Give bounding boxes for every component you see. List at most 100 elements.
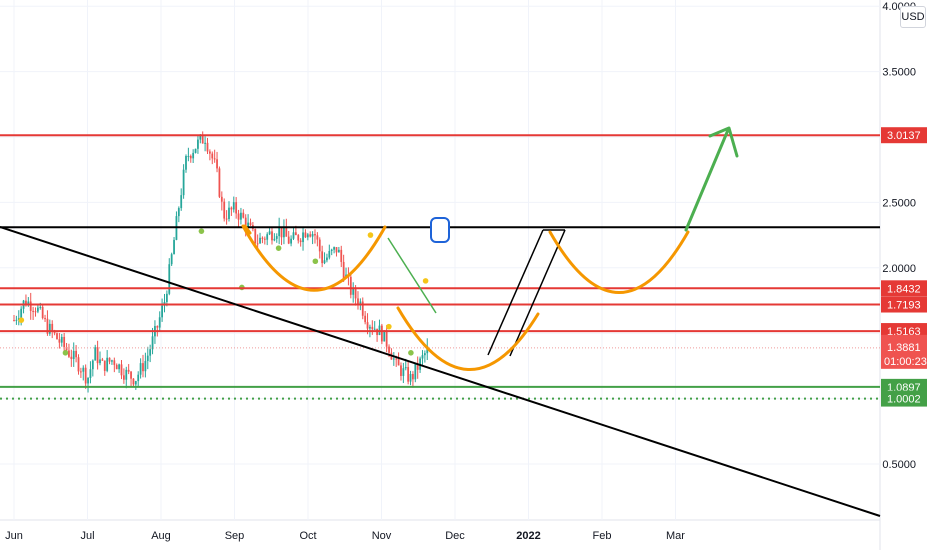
candle-body	[127, 369, 130, 372]
currency-button[interactable]: USD	[900, 6, 926, 28]
candle-body	[177, 208, 180, 217]
candle-body	[333, 247, 335, 250]
candle-body	[182, 169, 185, 196]
price-tick-label: 0.5000	[882, 459, 916, 471]
candle-body	[91, 360, 94, 370]
candle-body	[130, 371, 132, 379]
indicator-dot	[312, 258, 319, 265]
channel-line	[509, 229, 566, 357]
axes: JunJulAugSepOctNovDec2022FebMar0.50001.5…	[5, 1, 927, 542]
candle-body	[304, 232, 307, 238]
indicator-dot	[408, 350, 414, 356]
candle-body	[228, 207, 230, 219]
candle-body	[125, 369, 128, 380]
candle-body	[359, 301, 362, 305]
candle-body	[165, 293, 168, 303]
candle-body	[185, 156, 187, 170]
candle-body	[75, 350, 78, 358]
green-trend-segment	[387, 237, 437, 314]
candle-body	[132, 378, 135, 385]
price-tag-label: 1.7193	[887, 300, 921, 312]
candle-body	[89, 369, 92, 378]
candle-body	[151, 336, 154, 350]
candle-body	[400, 365, 402, 376]
candle-body	[87, 377, 89, 384]
price-tag	[881, 390, 927, 407]
candle-body	[297, 235, 300, 241]
price-tick-label: 3.5000	[882, 67, 916, 79]
candle-body	[235, 202, 238, 214]
candle-body	[82, 367, 85, 372]
candle-body	[211, 153, 214, 159]
candle-body	[361, 301, 364, 316]
indicator-dot	[198, 228, 205, 234]
candle-body	[275, 236, 278, 239]
time-tick-label: Dec	[445, 530, 465, 542]
candle-body	[44, 318, 46, 320]
price-tag-label: 1.0002	[887, 394, 921, 406]
candle-body	[263, 238, 266, 240]
candle-body	[292, 232, 295, 239]
indicator-dot	[386, 323, 392, 330]
price-tag	[881, 296, 927, 313]
candle-body	[328, 250, 331, 258]
candle-body	[337, 249, 340, 253]
candle-body	[392, 358, 395, 360]
candle-body	[380, 325, 383, 342]
candle-body	[70, 356, 73, 360]
candle-body	[271, 231, 273, 241]
candle-body	[134, 381, 137, 385]
candle-body	[220, 196, 223, 202]
candle-body	[206, 142, 209, 152]
time-tick-label: Jul	[80, 530, 94, 542]
price-tag	[881, 280, 927, 297]
candle-body	[366, 322, 369, 329]
time-tick-label: Jun	[5, 530, 23, 542]
candle-body	[115, 364, 118, 370]
price-tick-label: 2.0000	[882, 263, 916, 275]
candle-body	[364, 315, 367, 323]
candle-body	[72, 350, 75, 360]
candle-body	[36, 307, 39, 312]
candle-body	[273, 238, 276, 241]
candle-body	[268, 231, 271, 235]
price-tag-label: 3.0137	[887, 130, 921, 142]
candle-body	[113, 360, 116, 365]
projection-arrowhead	[708, 126, 739, 158]
time-tick-label: Feb	[593, 530, 612, 542]
candle-body	[29, 301, 32, 311]
candle-body	[108, 357, 111, 362]
candle-body	[266, 234, 269, 240]
indicator-dot	[18, 317, 25, 323]
candle-body	[340, 249, 343, 262]
candle-body	[187, 155, 190, 157]
candle-body	[412, 373, 414, 380]
candle-body	[199, 134, 202, 140]
candle-body	[280, 226, 283, 238]
candle-body	[170, 254, 173, 265]
candle-body	[77, 357, 80, 372]
candle-body	[63, 336, 66, 348]
candle-body	[180, 195, 183, 209]
projection-arrow-shaft	[684, 128, 730, 232]
candle-body	[256, 243, 259, 245]
candle-body	[237, 213, 240, 220]
candle-body	[192, 152, 195, 159]
candle-body	[318, 239, 321, 252]
candle-body	[56, 333, 58, 340]
cup-pattern-arc	[243, 224, 252, 235]
candle-body	[323, 260, 326, 264]
candle-body	[137, 374, 140, 382]
candle-body	[335, 247, 338, 253]
candle-body	[51, 323, 54, 332]
price-tag	[881, 127, 927, 144]
candle-body	[254, 229, 257, 244]
candle-body	[242, 212, 245, 218]
candle-body	[13, 320, 15, 322]
candle-body	[96, 347, 99, 364]
candle-body	[290, 238, 292, 244]
candle-body	[421, 355, 424, 359]
candle-body	[173, 239, 175, 255]
candle-body	[208, 151, 211, 154]
